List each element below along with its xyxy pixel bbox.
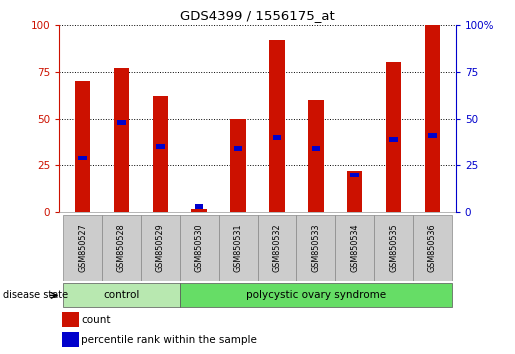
Bar bbox=[230, 119, 246, 212]
Bar bbox=[156, 144, 165, 149]
Text: GSM850534: GSM850534 bbox=[350, 223, 359, 272]
Text: disease state: disease state bbox=[3, 290, 67, 301]
Bar bbox=[114, 68, 129, 212]
Text: GSM850532: GSM850532 bbox=[272, 223, 281, 272]
Bar bbox=[234, 146, 243, 151]
FancyBboxPatch shape bbox=[335, 215, 374, 281]
Text: polycystic ovary syndrome: polycystic ovary syndrome bbox=[246, 290, 386, 301]
Bar bbox=[62, 312, 79, 327]
Bar bbox=[269, 40, 285, 212]
Bar bbox=[152, 96, 168, 212]
Bar bbox=[272, 135, 281, 140]
Bar bbox=[425, 25, 440, 212]
Text: GSM850536: GSM850536 bbox=[428, 223, 437, 272]
Bar bbox=[308, 100, 323, 212]
Bar bbox=[192, 209, 207, 212]
Bar bbox=[78, 156, 87, 160]
FancyBboxPatch shape bbox=[180, 215, 219, 281]
FancyBboxPatch shape bbox=[219, 215, 258, 281]
Bar bbox=[350, 172, 359, 177]
Text: percentile rank within the sample: percentile rank within the sample bbox=[81, 335, 258, 345]
Text: GSM850530: GSM850530 bbox=[195, 223, 204, 272]
Title: GDS4399 / 1556175_at: GDS4399 / 1556175_at bbox=[180, 9, 335, 22]
FancyBboxPatch shape bbox=[413, 215, 452, 281]
Bar bbox=[117, 120, 126, 125]
Text: GSM850528: GSM850528 bbox=[117, 223, 126, 272]
Text: GSM850533: GSM850533 bbox=[311, 223, 320, 272]
FancyBboxPatch shape bbox=[63, 284, 180, 307]
Bar bbox=[428, 133, 437, 138]
FancyBboxPatch shape bbox=[258, 215, 296, 281]
Text: GSM850531: GSM850531 bbox=[234, 223, 243, 272]
FancyBboxPatch shape bbox=[296, 215, 335, 281]
Bar bbox=[389, 137, 398, 142]
FancyBboxPatch shape bbox=[374, 215, 413, 281]
Bar bbox=[347, 171, 363, 212]
Bar bbox=[75, 81, 90, 212]
Text: GSM850529: GSM850529 bbox=[156, 223, 165, 272]
Bar bbox=[386, 62, 401, 212]
Text: control: control bbox=[103, 290, 140, 301]
FancyBboxPatch shape bbox=[63, 215, 102, 281]
Text: count: count bbox=[81, 315, 111, 325]
FancyBboxPatch shape bbox=[102, 215, 141, 281]
Text: GSM850535: GSM850535 bbox=[389, 223, 398, 272]
Bar bbox=[312, 146, 320, 151]
FancyBboxPatch shape bbox=[180, 284, 452, 307]
Text: GSM850527: GSM850527 bbox=[78, 223, 87, 272]
Bar bbox=[195, 204, 203, 209]
Bar bbox=[62, 332, 79, 347]
FancyBboxPatch shape bbox=[141, 215, 180, 281]
